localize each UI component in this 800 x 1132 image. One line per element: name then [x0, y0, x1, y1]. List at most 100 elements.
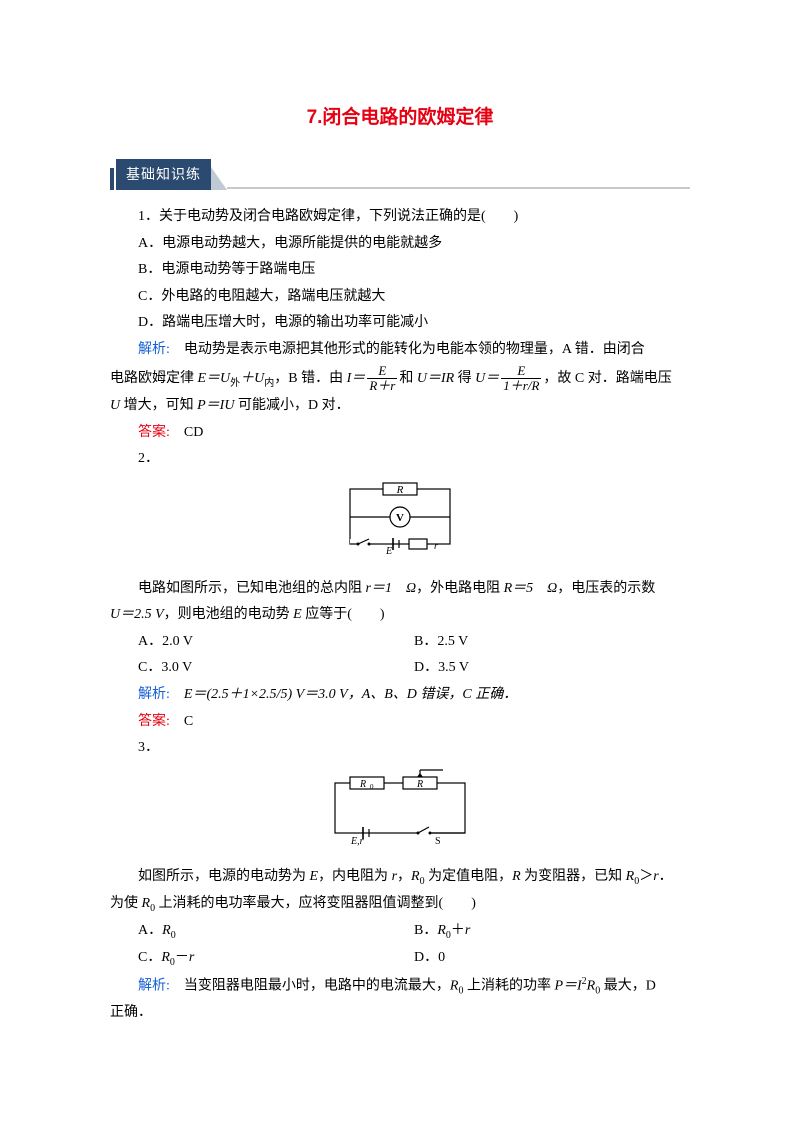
- svg-text:R: R: [359, 779, 366, 790]
- q3-opt-c: C．R0－r: [138, 945, 414, 972]
- t: 上消耗的功率: [463, 978, 554, 993]
- answer-text: C: [184, 714, 193, 729]
- t: R: [512, 869, 521, 884]
- svg-text:V: V: [396, 512, 404, 524]
- svg-text:E,r: E,r: [350, 836, 364, 847]
- q2-circuit: R V E r: [110, 479, 690, 570]
- t: ，: [397, 869, 411, 884]
- svg-text:r: r: [434, 541, 438, 552]
- t: 为使: [110, 896, 142, 911]
- svg-text:R: R: [396, 484, 404, 496]
- q1-analysis-3: U 增大，可知 P＝IU 可能减小，D 对．: [110, 393, 690, 420]
- t: ，内电阻为: [318, 869, 392, 884]
- banner-block: [110, 168, 114, 190]
- q1-opt-d: D．路端电压增大时，电源的输出功率可能减小: [110, 310, 690, 337]
- q3-opt-a: A．R0: [138, 918, 414, 945]
- q2-options-row1: A．2.0 V B．2.5 V: [110, 629, 690, 656]
- q3-analysis: 解析: 当变阻器电阻最小时，电路中的电流最大，R0 上消耗的功率 P＝I2R0 …: [110, 972, 690, 1000]
- q3-stem-1: 如图所示，电源的电动势为 E，内电阻为 r，R0 为定值电阻，R 为变阻器，已知…: [110, 864, 690, 891]
- q2-opt-a: A．2.0 V: [138, 629, 414, 656]
- analysis-label: 解析:: [138, 687, 170, 702]
- banner-label: 基础知识练: [116, 159, 211, 191]
- t: U＝: [475, 371, 499, 386]
- t: E: [293, 607, 302, 622]
- t: 如图所示，电源的电动势为: [138, 869, 310, 884]
- svg-text:0: 0: [370, 783, 374, 791]
- t: 电路如图所示，已知电池组的总内阻: [138, 581, 366, 596]
- q1-opt-a: A．电源电动势越大，电源所能提供的电能就越多: [110, 231, 690, 258]
- q1-ana-a: 电动势是表示电源把其他形式的能转化为电能本领的物理量，A 错．由闭合: [184, 342, 645, 357]
- q2-opt-c: C．3.0 V: [138, 655, 414, 682]
- t: 应等于( ): [302, 607, 385, 622]
- q2-num: 2．: [110, 446, 690, 473]
- q1-analysis-1: 解析: 电动势是表示电源把其他形式的能转化为电能本领的物理量，A 错．由闭合: [110, 337, 690, 364]
- t: E＝U: [198, 371, 231, 386]
- t: 上消耗的电功率最大，应将变阻器阻值调整到( ): [155, 896, 476, 911]
- t: 可能减小，D 对．: [234, 398, 349, 413]
- t: U: [110, 398, 120, 413]
- q1-answer: 答案: CD: [110, 420, 690, 447]
- t: P＝I: [554, 978, 581, 993]
- t: U＝2.5 V: [110, 607, 164, 622]
- q1-opt-c: C．外电路的电阻越大，路端电压就越大: [110, 284, 690, 311]
- t: 当变阻器电阻最小时，电路中的电流最大，: [184, 978, 450, 993]
- q2-stem-1: 电路如图所示，已知电池组的总内阻 r＝1 Ω，外电路电阻 R＝5 Ω，电压表的示…: [110, 576, 690, 603]
- analysis-label: 解析:: [138, 978, 170, 993]
- q2-answer: 答案: C: [110, 709, 690, 736]
- t: ＋U: [240, 371, 264, 386]
- q3-options-row2: C．R0－r D．0: [110, 945, 690, 972]
- t: I＝: [347, 371, 366, 386]
- svg-text:P: P: [434, 768, 441, 770]
- t: 和: [399, 371, 417, 386]
- t: R＝5 Ω: [504, 581, 558, 596]
- t: ，B 错．由: [274, 371, 346, 386]
- t: ，外电路电阻: [416, 581, 504, 596]
- t: 外: [230, 377, 240, 388]
- t: R: [411, 869, 420, 884]
- t: E: [310, 869, 319, 884]
- t: ，电压表的示数: [557, 581, 655, 596]
- t: 为变阻器，已知: [521, 869, 626, 884]
- answer-text: CD: [184, 425, 203, 440]
- q1-stem: 1．关于电动势及闭合电路欧姆定律，下列说法正确的是( ): [110, 204, 690, 231]
- t: U＝IR: [417, 371, 454, 386]
- t: ，则电池组的电动势: [164, 607, 294, 622]
- answer-label: 答案:: [138, 425, 170, 440]
- t: ，故 C 对．路端电压: [543, 371, 671, 386]
- banner-line: [227, 187, 690, 189]
- t: 为定值电阻，: [425, 869, 513, 884]
- q2-options-row2: C．3.0 V D．3.5 V: [110, 655, 690, 682]
- t: 最大，D: [600, 978, 656, 993]
- svg-text:R: R: [416, 779, 423, 790]
- fraction: E1＋r/R: [501, 364, 541, 394]
- q3-options-row1: A．R0 B．R0＋r: [110, 918, 690, 945]
- svg-text:E: E: [385, 546, 392, 557]
- page-title: 7.闭合电路的欧姆定律: [110, 100, 690, 136]
- answer-label: 答案:: [138, 714, 170, 729]
- t: R: [142, 896, 151, 911]
- q3-opt-b: B．R0＋r: [414, 918, 690, 945]
- t: ＞: [639, 869, 653, 884]
- t: E＝(2.5＋1×2.5/5) V＝3.0 V，A、B、D 错误，C 正确．: [184, 687, 517, 702]
- t: r＝1 Ω: [366, 581, 417, 596]
- t: ．: [659, 869, 673, 884]
- t: 增大，可知: [120, 398, 197, 413]
- q3-analysis-2: 正确．: [110, 1000, 690, 1027]
- q1-analysis-2: 电路欧姆定律 E＝U外＋U内，B 错．由 I＝ER＋r和 U＝IR 得 U＝E1…: [110, 364, 690, 394]
- q2-analysis: 解析: E＝(2.5＋1×2.5/5) V＝3.0 V，A、B、D 错误，C 正…: [110, 682, 690, 709]
- section-banner: 基础知识练: [110, 164, 690, 190]
- q3-circuit: R 0 R P E,r S: [110, 768, 690, 859]
- t: 电路欧姆定律: [110, 371, 198, 386]
- q3-stem-2: 为使 R0 上消耗的电功率最大，应将变阻器阻值调整到( ): [110, 891, 690, 918]
- q2-opt-d: D．3.5 V: [414, 655, 690, 682]
- banner-triangle: [211, 167, 227, 190]
- t: R: [626, 869, 635, 884]
- q1-opt-b: B．电源电动势等于路端电压: [110, 257, 690, 284]
- fraction: ER＋r: [367, 364, 397, 394]
- t: 内: [264, 377, 274, 388]
- page: 7.闭合电路的欧姆定律 基础知识练 1．关于电动势及闭合电路欧姆定律，下列说法正…: [0, 0, 800, 1087]
- q3-num: 3．: [110, 735, 690, 762]
- analysis-label: 解析:: [138, 342, 170, 357]
- t: P＝IU: [197, 398, 234, 413]
- t: R: [587, 978, 596, 993]
